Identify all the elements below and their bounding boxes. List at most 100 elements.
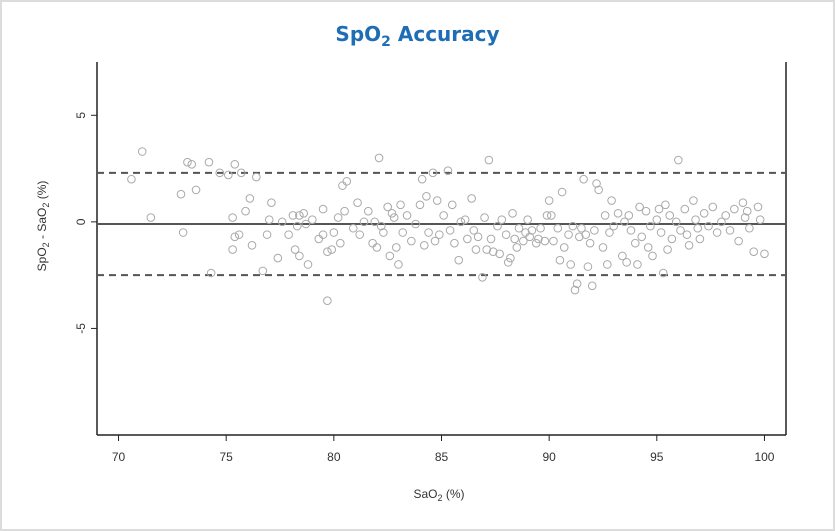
data-point xyxy=(241,206,250,216)
data-point xyxy=(454,255,464,265)
data-point xyxy=(488,247,498,256)
data-point xyxy=(447,200,457,210)
data-point xyxy=(295,211,304,220)
x-tick-label: 100 xyxy=(754,450,774,464)
data-point xyxy=(191,185,201,195)
data-point xyxy=(618,251,627,261)
data-point xyxy=(467,194,476,203)
data-point xyxy=(745,223,754,233)
data-point xyxy=(187,160,197,169)
data-point xyxy=(682,230,692,239)
data-point xyxy=(460,215,470,225)
chart-title: SpO2 Accuracy xyxy=(335,22,500,50)
data-point xyxy=(536,223,545,233)
data-point xyxy=(564,230,573,239)
data-point xyxy=(374,153,384,163)
data-point xyxy=(738,198,748,207)
data-point xyxy=(695,234,705,244)
data-point xyxy=(684,241,694,250)
data-point xyxy=(624,211,634,220)
data-point xyxy=(581,230,591,239)
data-point xyxy=(566,260,575,269)
data-point xyxy=(463,234,472,244)
data-point xyxy=(389,213,399,222)
data-point xyxy=(338,181,347,190)
data-point xyxy=(318,230,328,239)
data-point xyxy=(680,204,690,214)
data-point xyxy=(314,234,324,244)
data-point xyxy=(178,228,188,237)
data-point xyxy=(760,249,769,259)
data-point xyxy=(540,236,550,246)
data-point xyxy=(646,221,655,231)
data-point xyxy=(654,204,664,214)
data-point xyxy=(329,228,339,237)
data-point xyxy=(230,232,240,242)
data-point xyxy=(626,226,636,235)
data-point xyxy=(637,232,647,242)
data-point xyxy=(699,209,709,218)
data-point xyxy=(396,200,405,210)
data-point xyxy=(478,272,487,282)
data-point xyxy=(730,204,739,214)
data-point xyxy=(230,160,240,169)
data-point xyxy=(456,217,466,227)
data-point xyxy=(605,228,614,237)
data-point xyxy=(245,194,255,203)
data-point xyxy=(247,241,257,250)
data-point xyxy=(292,221,302,231)
data-point xyxy=(288,211,298,220)
data-point xyxy=(215,168,225,178)
data-point xyxy=(484,155,494,165)
data-point xyxy=(753,202,763,212)
data-point xyxy=(583,262,593,271)
data-point xyxy=(430,236,440,246)
data-point xyxy=(482,245,492,254)
data-point xyxy=(308,215,317,225)
data-point xyxy=(407,236,416,246)
data-point xyxy=(613,209,623,218)
data-point xyxy=(327,245,336,254)
data-point xyxy=(559,243,569,252)
data-point xyxy=(598,243,608,252)
data-point xyxy=(432,196,442,205)
data-point xyxy=(493,221,502,231)
data-point xyxy=(676,226,685,235)
data-point xyxy=(721,211,731,220)
data-point xyxy=(570,285,580,295)
data-point xyxy=(301,219,311,229)
data-point xyxy=(708,202,718,212)
data-point xyxy=(428,168,438,178)
data-point xyxy=(183,157,192,167)
data-point xyxy=(439,211,448,220)
data-point xyxy=(661,200,670,210)
data-point xyxy=(495,249,504,259)
data-point xyxy=(587,281,597,291)
data-point xyxy=(523,215,532,225)
data-point xyxy=(658,268,668,278)
x-tick-label: 80 xyxy=(327,450,341,464)
data-point xyxy=(336,238,345,248)
data-point xyxy=(643,243,653,252)
data-point xyxy=(450,238,459,248)
data-point xyxy=(555,255,565,265)
data-point xyxy=(299,209,309,218)
data-point xyxy=(368,238,377,248)
data-point xyxy=(691,215,700,225)
data-point xyxy=(236,168,246,178)
data-point xyxy=(228,213,237,222)
data-point xyxy=(284,230,293,239)
data-point xyxy=(355,230,364,239)
data-point xyxy=(137,147,147,156)
y-axis-label: SpO2 - SaO2 (%) xyxy=(35,181,51,272)
data-point xyxy=(635,202,644,212)
data-point xyxy=(376,221,386,231)
data-point xyxy=(512,243,522,252)
data-point xyxy=(547,211,556,220)
data-point xyxy=(234,230,244,239)
data-point xyxy=(417,174,427,184)
data-point xyxy=(742,206,752,216)
data-points xyxy=(127,147,769,306)
data-point xyxy=(323,247,332,256)
